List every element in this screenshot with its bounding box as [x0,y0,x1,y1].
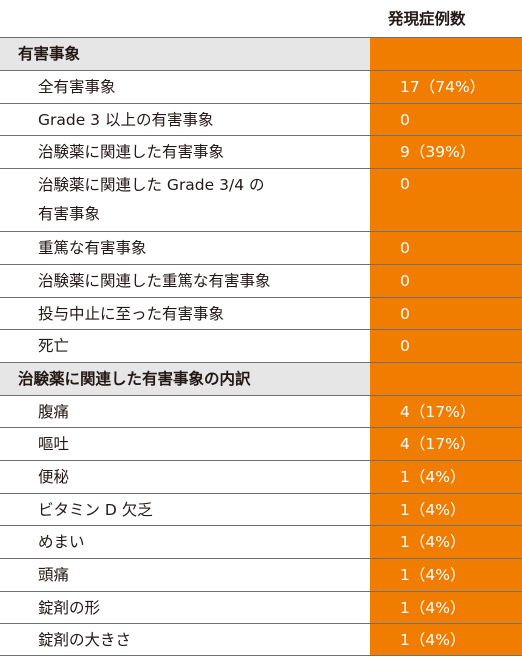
section-header-row: 治験薬に関連した有害事象の内訳 [0,362,522,395]
event-label: 死亡 [38,337,70,355]
event-count: 1（4%） [370,526,522,558]
event-count: 0 [370,169,522,231]
table-row: 便秘 1（4%） [0,460,522,493]
table-row: 死亡 0 [0,329,522,362]
table-row: 錠剤の大きさ 1（4%） [0,623,522,656]
section-title: 治験薬に関連した有害事象の内訳 [0,363,370,395]
event-label: ビタミン D 欠乏 [38,500,153,519]
table-row: 嘔吐 4（17%） [0,427,522,460]
event-label: 腹痛 [38,402,70,421]
event-count: 0 [370,232,522,264]
event-count: 0 [370,330,522,362]
table-row: 錠剤の形 1（4%） [0,591,522,623]
event-label-multiline: 治験薬に関連した Grade 3/4 の 有害事象 [0,169,370,231]
event-label-line2: 有害事象 [38,205,101,223]
event-label: 治験薬に関連した有害事象 [38,143,225,161]
event-count: 9（39%） [370,136,522,168]
table-row: 全有害事象 17（74%） [0,70,522,103]
table-header-row: 発現症例数 [0,0,522,37]
event-count: 1（4%） [370,559,522,591]
event-label: 治験薬に関連した重篤な有害事象 [38,272,271,290]
table-row: 治験薬に関連した Grade 3/4 の 有害事象 0 [0,168,522,231]
event-count: 0 [370,104,522,135]
count-column-header: 発現症例数 [370,0,522,37]
table-row: めまい 1（4%） [0,525,522,558]
event-count: 4（17%） [370,428,522,460]
table-row: 重篤な有害事象 0 [0,231,522,264]
table-row: 治験薬に関連した重篤な有害事象 0 [0,264,522,297]
table-row: 腹痛 4（17%） [0,395,522,427]
event-label: 便秘 [38,468,70,486]
event-count: 4（17%） [370,396,522,427]
event-label: 重篤な有害事象 [38,239,147,257]
event-label: めまい [38,533,85,551]
section-value-cell [370,363,522,395]
event-count: 1（4%） [370,461,522,493]
event-label: 錠剤の形 [38,598,101,617]
table-row: 治験薬に関連した有害事象 9（39%） [0,135,522,168]
event-count: 0 [370,265,522,297]
table-row: ビタミン D 欠乏 1（4%） [0,493,522,525]
event-label: 頭痛 [38,566,70,584]
event-label: 投与中止に至った有害事象 [38,304,225,323]
table-row: 頭痛 1（4%） [0,558,522,591]
event-label: 錠剤の大きさ [38,630,132,649]
event-count: 1（4%） [370,592,522,623]
event-label: 全有害事象 [38,78,116,96]
event-count: 0 [370,298,522,329]
header-blank-cell [0,0,370,37]
section-value-cell [370,38,522,70]
table-row: Grade 3 以上の有害事象 0 [0,103,522,135]
event-label: Grade 3 以上の有害事象 [38,110,214,129]
event-label: 治験薬に関連した Grade 3/4 の [38,176,265,194]
event-count: 1（4%） [370,494,522,525]
event-count: 17（74%） [370,71,522,103]
section-header-row: 有害事象 [0,37,522,70]
table-row: 投与中止に至った有害事象 0 [0,297,522,329]
event-count: 1（4%） [370,624,522,655]
event-label: 嘔吐 [38,435,70,453]
section-title: 有害事象 [0,38,370,70]
